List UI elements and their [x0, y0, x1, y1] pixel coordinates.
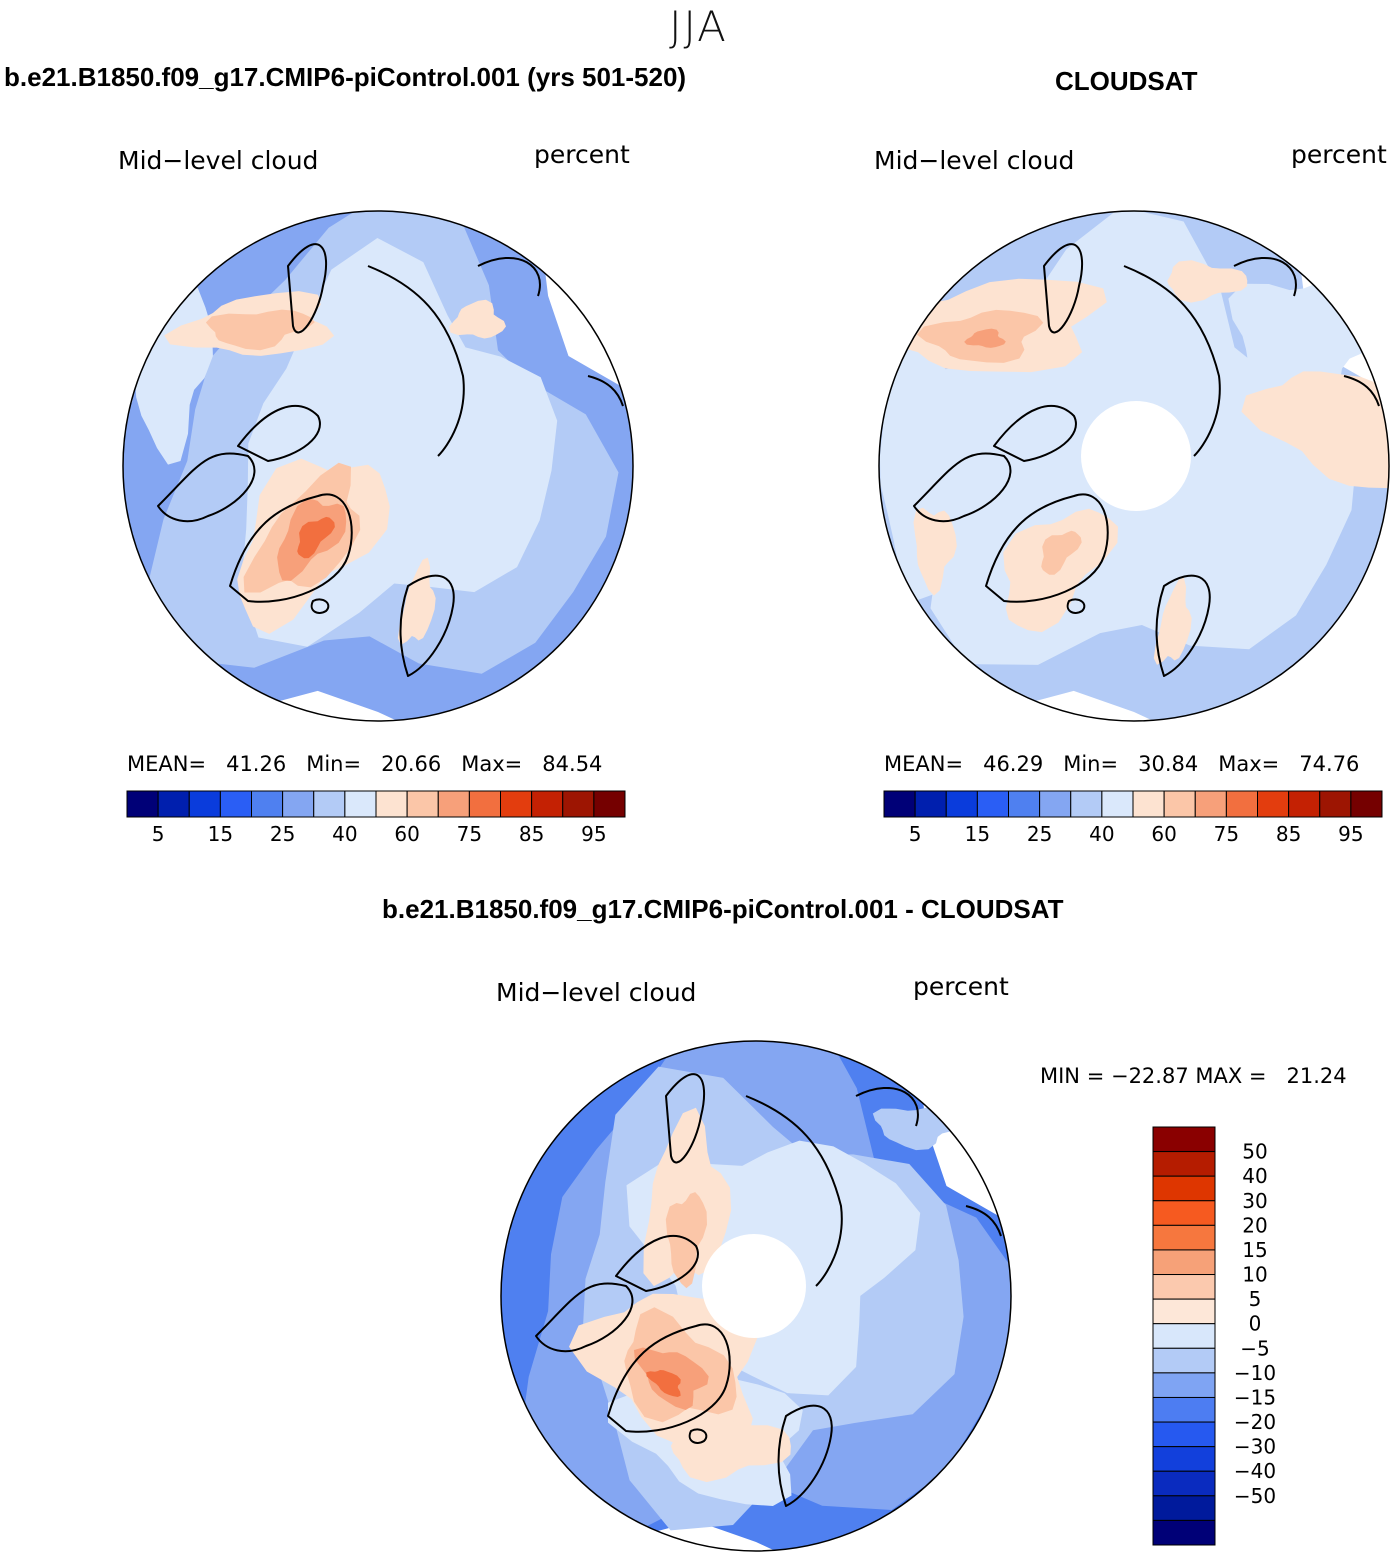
- variable-label-obs: Mid−level cloud: [874, 146, 1075, 175]
- colorbar-tick-label: 20: [1242, 1213, 1267, 1237]
- colorbar-swatch: [593, 790, 626, 818]
- colorbar-tick-label: 30: [1242, 1189, 1267, 1213]
- colorbar-swatch: [1194, 790, 1227, 818]
- season-title: JJA: [669, 2, 728, 51]
- colorbar-swatch: [251, 790, 284, 818]
- panel-title-model: b.e21.B1850.f09_g17.CMIP6-piControl.001 …: [4, 62, 687, 92]
- units-label-obs: percent: [1291, 140, 1387, 169]
- colorbar-swatch: [1152, 1446, 1216, 1472]
- colorbar-obs: 5 15 25 40 60 75 85 95: [883, 790, 1383, 846]
- colorbar-tick-label: 25: [1027, 822, 1052, 846]
- colorbar-swatch: [1152, 1470, 1216, 1497]
- stats-diff: MIN = −22.87 MAX = 21.24: [1040, 1064, 1347, 1088]
- colorbar-tick-label: −10: [1234, 1361, 1276, 1385]
- colorbar-swatch: [468, 790, 501, 818]
- colorbar-tick-label: 95: [1338, 822, 1363, 846]
- colorbar-swatch: [313, 790, 346, 818]
- colorbar-tick-label: 15: [965, 822, 990, 846]
- colorbar-tick-label: 5: [1249, 1287, 1262, 1311]
- colorbar-swatch: [976, 790, 1009, 818]
- colorbar-swatch: [188, 790, 221, 818]
- colorbar-swatch: [1152, 1151, 1216, 1177]
- colorbar-swatch: [219, 790, 252, 818]
- colorbar-swatch: [157, 790, 190, 818]
- colorbar-swatch: [1257, 790, 1290, 818]
- colorbar-tick-label: 15: [208, 822, 233, 846]
- polar-map-model: [122, 210, 634, 722]
- colorbar-tick-label: 95: [581, 822, 606, 846]
- colorbar-swatch: [1101, 790, 1134, 818]
- colorbar-tick-label: 60: [394, 822, 419, 846]
- colorbar-swatch: [1152, 1274, 1216, 1300]
- colorbar-swatch: [282, 790, 315, 818]
- colorbar-swatch: [1152, 1200, 1216, 1226]
- polar-map-diff: [500, 1040, 1012, 1552]
- colorbar-tick-label: 85: [519, 822, 544, 846]
- stats-obs: MEAN= 46.29 Min= 30.84 Max= 74.76: [884, 752, 1360, 776]
- colorbar-tick-label: 25: [270, 822, 295, 846]
- colorbar-swatch: [1152, 1175, 1216, 1202]
- units-label-model: percent: [534, 140, 630, 169]
- colorbar-swatch: [1152, 1372, 1216, 1398]
- colorbar-swatch: [1152, 1347, 1216, 1374]
- colorbar-swatch: [883, 790, 916, 818]
- colorbar-tick-label: 40: [1242, 1164, 1267, 1188]
- colorbar-swatch: [500, 790, 533, 818]
- colorbar-swatch: [1319, 790, 1352, 818]
- colorbar-tick-label: 75: [457, 822, 482, 846]
- colorbar-swatch: [344, 790, 377, 818]
- colorbar-tick-label: 5: [909, 822, 922, 846]
- variable-label-diff: Mid−level cloud: [496, 978, 697, 1007]
- colorbar-tick-label: −40: [1234, 1459, 1276, 1483]
- colorbar-swatch: [1350, 790, 1383, 818]
- colorbar-tick-label: 85: [1276, 822, 1301, 846]
- colorbar-tick-label: 40: [1089, 822, 1114, 846]
- colorbar-swatch: [437, 790, 470, 818]
- colorbar-tick-label: −50: [1234, 1484, 1276, 1508]
- colorbar-swatch: [1152, 1519, 1216, 1546]
- colorbar-tick-label: −30: [1234, 1435, 1276, 1459]
- colorbar-swatch: [1152, 1298, 1216, 1325]
- colorbar-swatch: [1152, 1396, 1216, 1423]
- panel-title-diff: b.e21.B1850.f09_g17.CMIP6-piControl.001 …: [382, 894, 1064, 924]
- colorbar-swatch: [1132, 790, 1165, 818]
- colorbar-swatch: [1008, 790, 1041, 818]
- colorbar-swatch: [1039, 790, 1072, 818]
- colorbar-swatch: [1152, 1421, 1216, 1448]
- colorbar-swatch: [126, 790, 159, 818]
- polar-map-obs: [878, 210, 1390, 722]
- colorbar-swatch: [1152, 1495, 1216, 1521]
- colorbar-swatch: [1070, 790, 1103, 818]
- colorbar-swatch: [1163, 790, 1196, 818]
- variable-label-model: Mid−level cloud: [118, 146, 319, 175]
- colorbar-swatch: [375, 790, 408, 818]
- panel-title-obs: CLOUDSAT: [1055, 66, 1198, 96]
- colorbar-tick-label: 50: [1242, 1140, 1267, 1164]
- colorbar-swatch: [1152, 1224, 1216, 1251]
- colorbar-model: 5 15 25 40 60 75 85 95: [126, 790, 626, 846]
- colorbar-tick-label: 10: [1242, 1263, 1267, 1287]
- colorbar-tick-label: −5: [1240, 1336, 1269, 1360]
- colorbar-swatch: [914, 790, 947, 818]
- colorbar-swatch: [945, 790, 978, 818]
- colorbar-swatch: [1288, 790, 1321, 818]
- colorbar-swatch: [1152, 1323, 1216, 1349]
- colorbar-tick-label: −20: [1234, 1410, 1276, 1434]
- colorbar-tick-label: 40: [332, 822, 357, 846]
- colorbar-swatch: [562, 790, 595, 818]
- colorbar-tick-label: 75: [1214, 822, 1239, 846]
- stats-model: MEAN= 41.26 Min= 20.66 Max= 84.54: [127, 752, 603, 776]
- colorbar-swatch: [1225, 790, 1258, 818]
- colorbar-swatch: [406, 790, 439, 818]
- colorbar-tick-label: −15: [1234, 1385, 1276, 1409]
- units-label-diff: percent: [913, 972, 1009, 1001]
- colorbar-swatch: [1152, 1249, 1216, 1276]
- colorbar-swatch: [531, 790, 564, 818]
- colorbar-tick-label: 60: [1151, 822, 1176, 846]
- colorbar-tick-label: 15: [1242, 1238, 1267, 1262]
- colorbar-tick-label: 5: [152, 822, 165, 846]
- colorbar-tick-label: 0: [1249, 1312, 1262, 1336]
- colorbar-swatch: [1152, 1126, 1216, 1153]
